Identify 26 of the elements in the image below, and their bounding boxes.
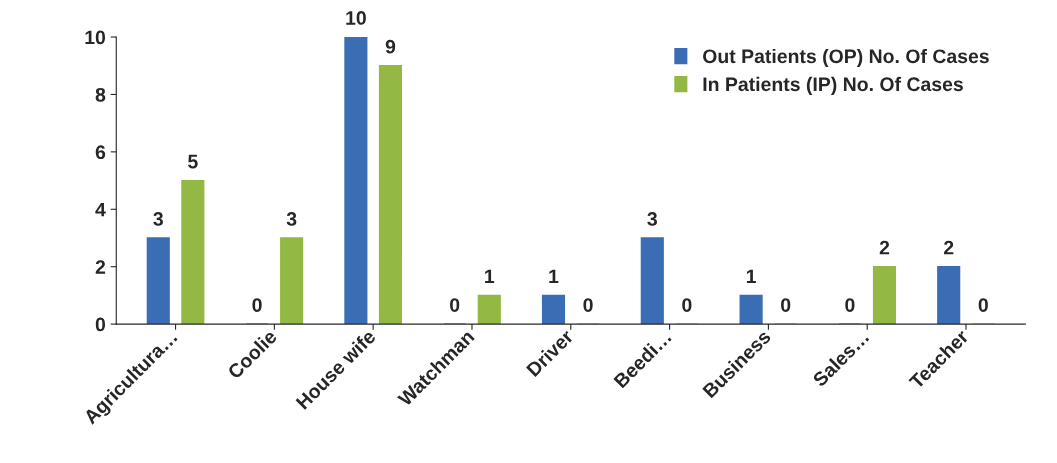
data-label: 0 (781, 298, 791, 312)
y-tick-label: 6 (95, 145, 106, 160)
data-label: 0 (845, 298, 855, 312)
y-tick-label: 2 (95, 260, 106, 274)
data-label: 9 (385, 39, 396, 54)
data-label: 1 (549, 269, 559, 284)
legend-label: In Patients (IP) No. Of Cases (703, 76, 963, 95)
data-label: 2 (879, 240, 890, 255)
data-label: 3 (647, 212, 657, 226)
data-label: 5 (188, 154, 198, 169)
y-tick-label: 0 (95, 317, 106, 332)
data-label: 0 (583, 298, 593, 312)
data-label: 0 (252, 298, 262, 312)
data-label: 10 (346, 11, 366, 25)
data-label: 3 (153, 212, 163, 226)
data-label: 1 (746, 269, 756, 284)
data-label: 0 (450, 298, 460, 312)
data-label: 2 (943, 240, 954, 255)
legend-label: Out Patients (OP) No. Of Cases (703, 48, 989, 68)
data-label: 0 (682, 298, 692, 312)
y-tick-label: 8 (95, 87, 106, 102)
data-label: 3 (286, 212, 297, 226)
y-tick-label: 4 (95, 202, 106, 217)
data-label: 1 (485, 269, 495, 284)
y-tick-label: 10 (85, 30, 106, 45)
data-label: 0 (978, 298, 988, 312)
